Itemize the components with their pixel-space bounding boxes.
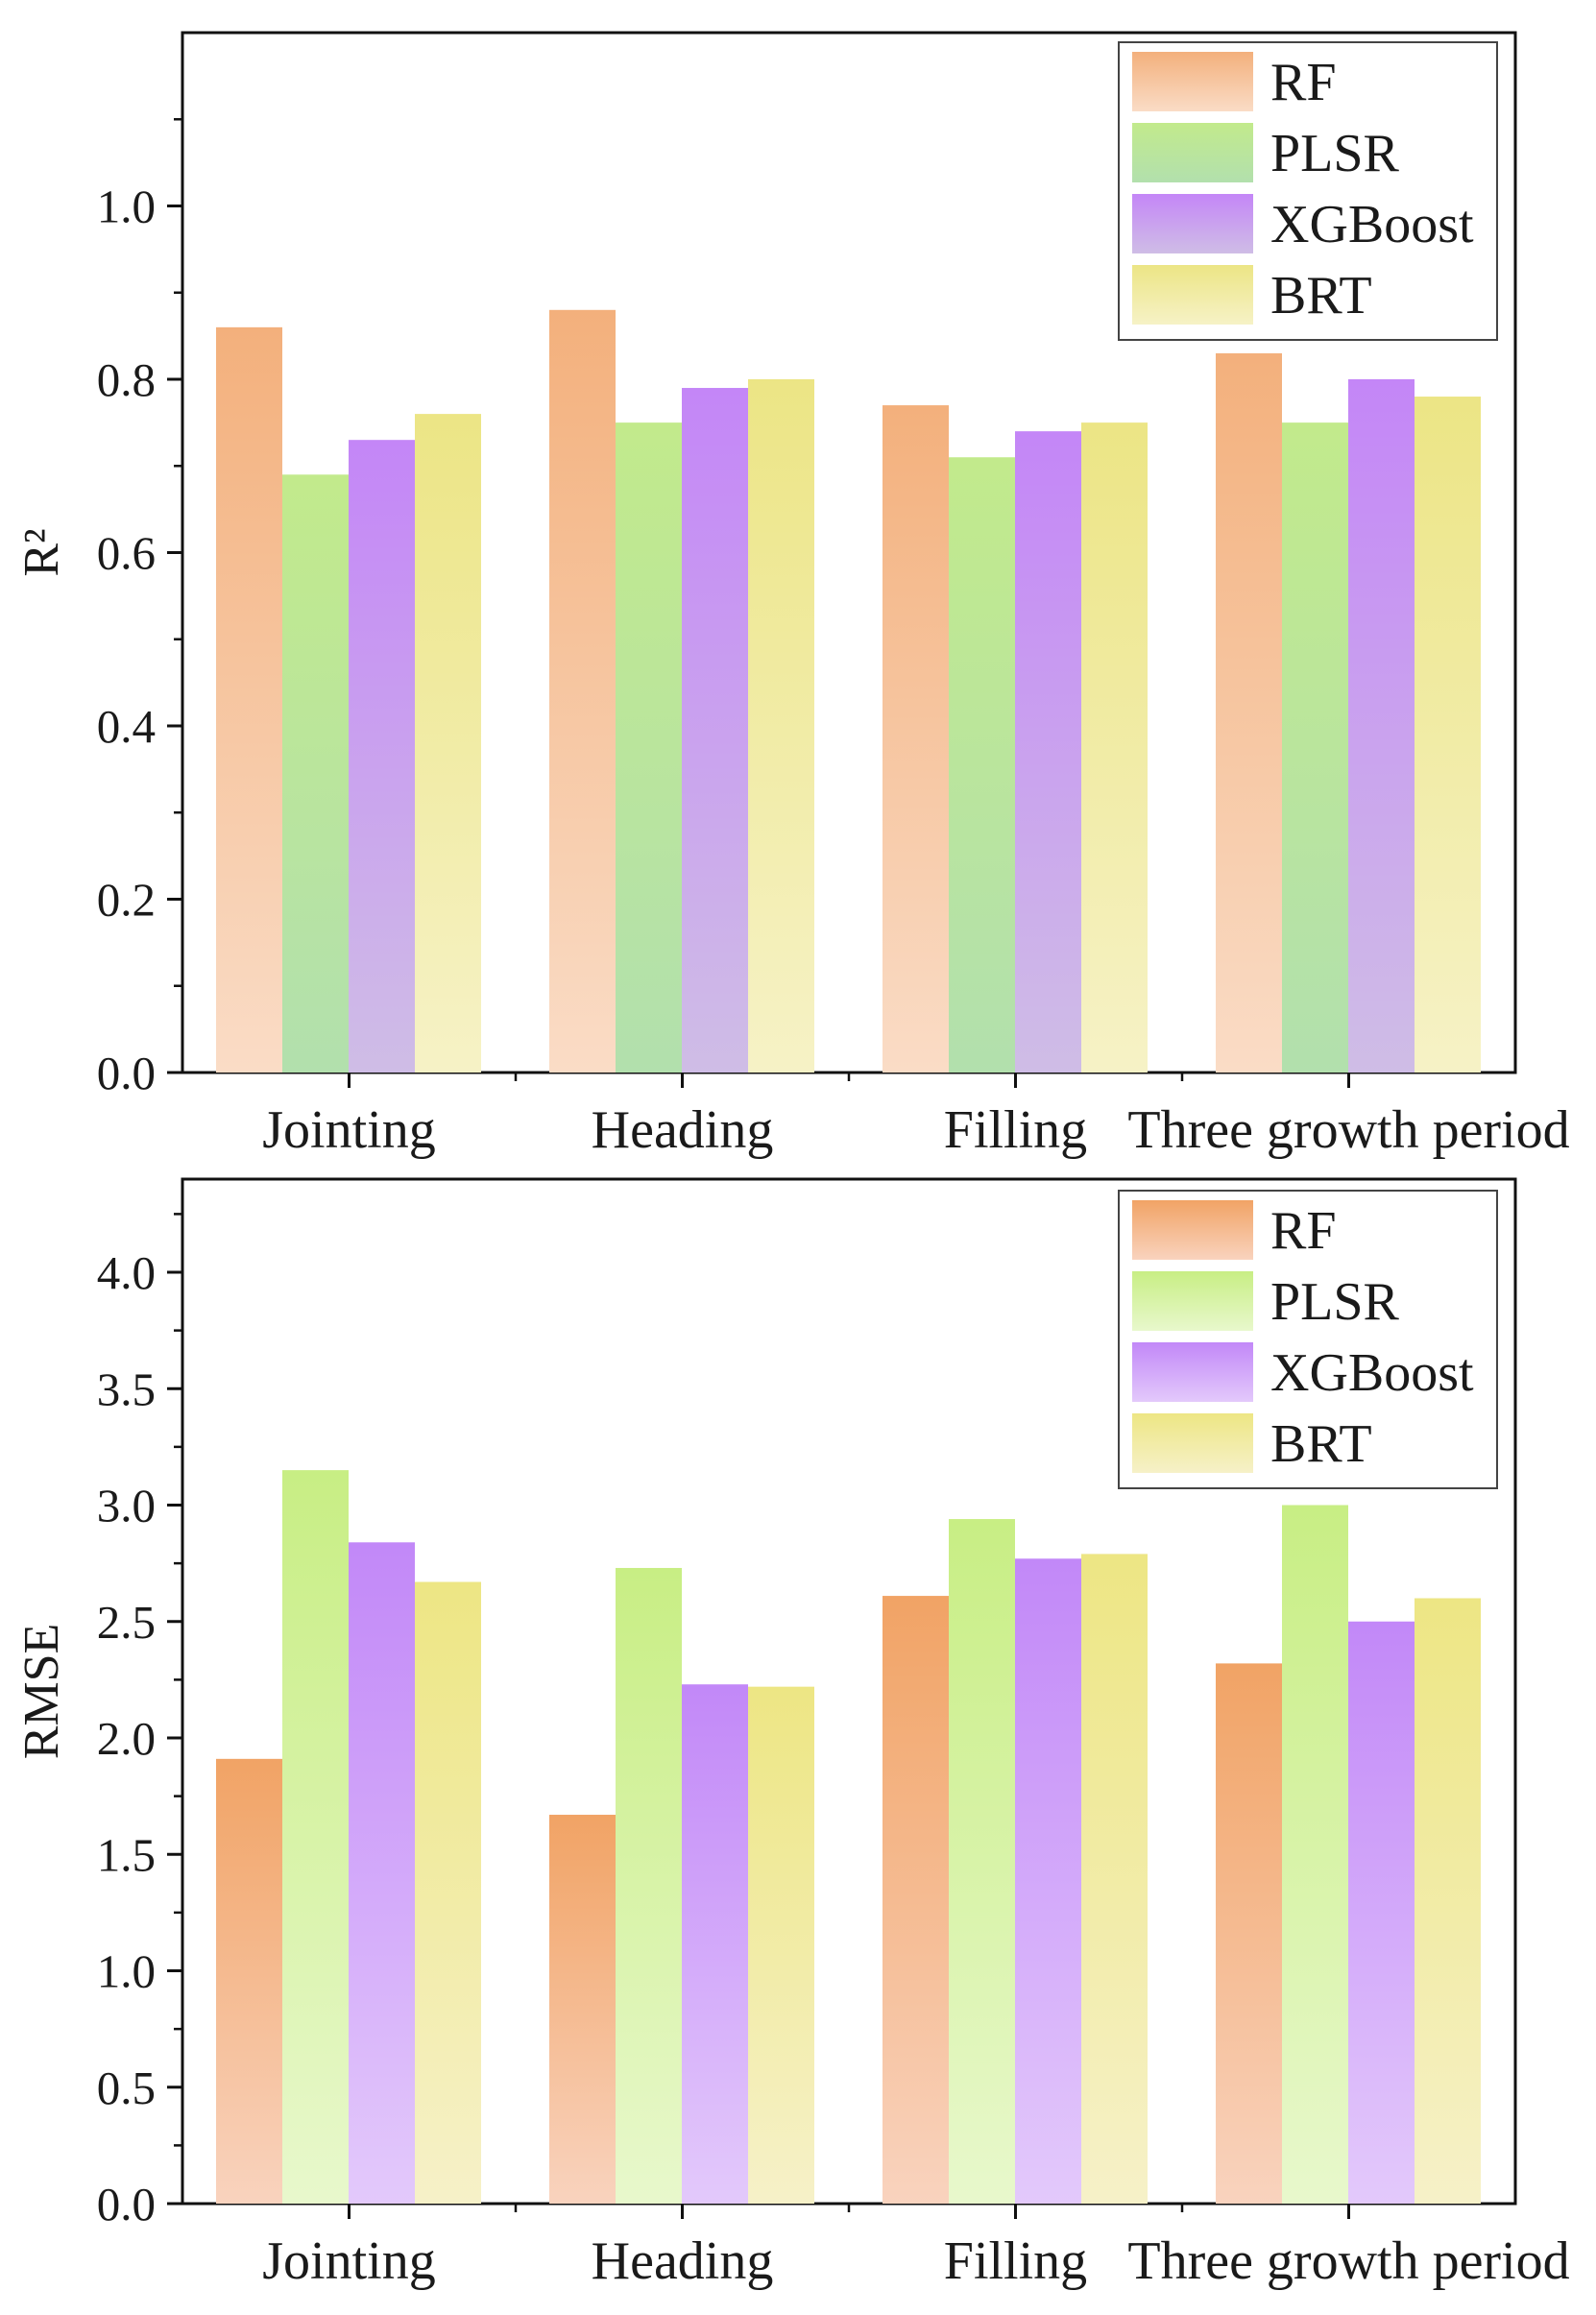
- r2-legend-label-xgboost: XGBoost: [1270, 195, 1474, 254]
- rmse-bar-xgboost-heading: [682, 1684, 748, 2204]
- rmse-legend: RF PLSR XGBoost BRT: [1118, 1190, 1498, 1489]
- rmse-legend-swatch-rf: [1132, 1200, 1253, 1260]
- rmse-bar-xgboost-three-growth-period: [1348, 1621, 1415, 2204]
- rmse-bar-rf-three-growth-period: [1216, 1663, 1282, 2204]
- r2-bar-brt-jointing: [415, 414, 481, 1073]
- rmse-bar-brt-filling: [1081, 1554, 1148, 2204]
- r2-bars: [216, 309, 1481, 1073]
- rmse-x-label-heading: Heading: [592, 2231, 774, 2291]
- r2-bar-rf-filling: [883, 405, 949, 1073]
- rmse-bar-plsr-heading: [616, 1567, 682, 2204]
- r2-bar-plsr-jointing: [282, 474, 349, 1073]
- rmse-bar-plsr-jointing: [282, 1470, 349, 2204]
- r2-x-label-jointing: Jointing: [262, 1100, 435, 1160]
- rmse-y-tick-label: 0.0: [97, 2178, 156, 2231]
- rmse-legend-label-plsr: PLSR: [1270, 1272, 1399, 1332]
- r2-bar-plsr-heading: [616, 422, 682, 1073]
- rmse-y-tick-label: 3.5: [97, 1362, 156, 1415]
- rmse-y-axis: 0.0 0.5 1.0 1.5 2.0 2.5 3.0 3.5 4.0: [97, 1213, 182, 2231]
- r2-x-label-filling: Filling: [944, 1100, 1087, 1160]
- r2-bar-plsr-filling: [949, 457, 1015, 1073]
- rmse-x-label-filling: Filling: [944, 2231, 1087, 2291]
- rmse-bar-rf-jointing: [216, 1758, 282, 2204]
- rmse-y-tick-label: 0.5: [97, 2062, 156, 2114]
- rmse-y-tick-label: 1.5: [97, 1828, 156, 1881]
- rmse-y-tick-label: 2.5: [97, 1596, 156, 1649]
- rmse-y-tick-label: 1.0: [97, 1945, 156, 1998]
- r2-legend-swatch-brt: [1132, 265, 1253, 325]
- rmse-legend-swatch-plsr: [1132, 1271, 1253, 1331]
- r2-bar-xgboost-filling: [1015, 431, 1081, 1073]
- r2-bar-plsr-three-growth-period: [1282, 422, 1348, 1073]
- r2-bar-xgboost-heading: [682, 388, 748, 1073]
- rmse-bar-brt-heading: [748, 1686, 814, 2204]
- rmse-bar-plsr-filling: [949, 1519, 1015, 2204]
- rmse-y-tick-label: 4.0: [97, 1246, 156, 1299]
- r2-y-tick-label: 0.4: [97, 700, 156, 753]
- r2-bar-rf-three-growth-period: [1216, 352, 1282, 1073]
- rmse-legend-label-rf: RF: [1270, 1201, 1337, 1261]
- r2-y-tick-label: 0.8: [97, 353, 156, 406]
- r2-legend-label-plsr: PLSR: [1270, 124, 1399, 183]
- r2-bar-brt-heading: [748, 379, 814, 1073]
- rmse-x-label-jointing: Jointing: [262, 2231, 435, 2291]
- r2-bar-xgboost-jointing: [349, 440, 415, 1073]
- r2-legend-swatch-rf: [1132, 52, 1253, 111]
- r2-x-label-three-growth-period: Three growth period: [1127, 1100, 1569, 1160]
- rmse-bar-brt-jointing: [415, 1581, 481, 2204]
- r2-bar-rf-jointing: [216, 326, 282, 1073]
- r2-legend-label-rf: RF: [1270, 53, 1337, 112]
- rmse-bars: [216, 1470, 1481, 2204]
- r2-bar-rf-heading: [549, 309, 616, 1073]
- r2-legend: RF PLSR XGBoost BRT: [1118, 41, 1498, 341]
- r2-y-axis: 0.0 0.2 0.4 0.6 0.8 1.0: [97, 118, 182, 1099]
- rmse-y-tick-label: 3.0: [97, 1480, 156, 1532]
- r2-legend-swatch-xgboost: [1132, 194, 1253, 253]
- rmse-bar-xgboost-filling: [1015, 1558, 1081, 2204]
- rmse-bar-brt-three-growth-period: [1415, 1598, 1481, 2204]
- rmse-legend-swatch-brt: [1132, 1413, 1253, 1473]
- rmse-bar-rf-filling: [883, 1596, 949, 2204]
- rmse-legend-label-xgboost: XGBoost: [1270, 1343, 1474, 1403]
- r2-legend-label-brt: BRT: [1270, 266, 1372, 326]
- r2-y-tick-label: 0.6: [97, 527, 156, 580]
- r2-bar-brt-three-growth-period: [1415, 397, 1481, 1073]
- rmse-x-axis: Jointing Heading Filling Three growth perio…: [262, 2204, 1570, 2291]
- r2-y-tick-label: 1.0: [97, 181, 156, 233]
- rmse-x-label-three-growth-period: Three growth period: [1127, 2231, 1569, 2291]
- r2-y-axis-title: R²: [14, 528, 69, 576]
- rmse-bar-rf-heading: [549, 1815, 616, 2204]
- r2-bar-xgboost-three-growth-period: [1348, 379, 1415, 1073]
- rmse-bar-plsr-three-growth-period: [1282, 1505, 1348, 2204]
- r2-chart-panel: 0.0 0.2 0.4 0.6 0.8 1.0 Jointing Heading Fillin…: [14, 31, 1570, 1160]
- rmse-legend-label-brt: BRT: [1270, 1414, 1372, 1474]
- r2-legend-swatch-plsr: [1132, 123, 1253, 182]
- r2-x-label-heading: Heading: [592, 1100, 774, 1160]
- rmse-legend-swatch-xgboost: [1132, 1342, 1253, 1402]
- rmse-y-axis-title: RMSE: [14, 1624, 69, 1760]
- r2-y-tick-label: 0.2: [97, 874, 156, 927]
- r2-bar-brt-filling: [1081, 422, 1148, 1073]
- rmse-bar-xgboost-jointing: [349, 1542, 415, 2204]
- rmse-y-tick-label: 2.0: [97, 1712, 156, 1765]
- rmse-chart-panel: 0.0 0.5 1.0 1.5 2.0 2.5 3.0 3.5 4.0 Jointing Head…: [14, 1177, 1570, 2291]
- r2-x-axis: Jointing Heading Filling Three growth perio…: [262, 1073, 1570, 1160]
- r2-y-tick-label: 0.0: [97, 1047, 156, 1099]
